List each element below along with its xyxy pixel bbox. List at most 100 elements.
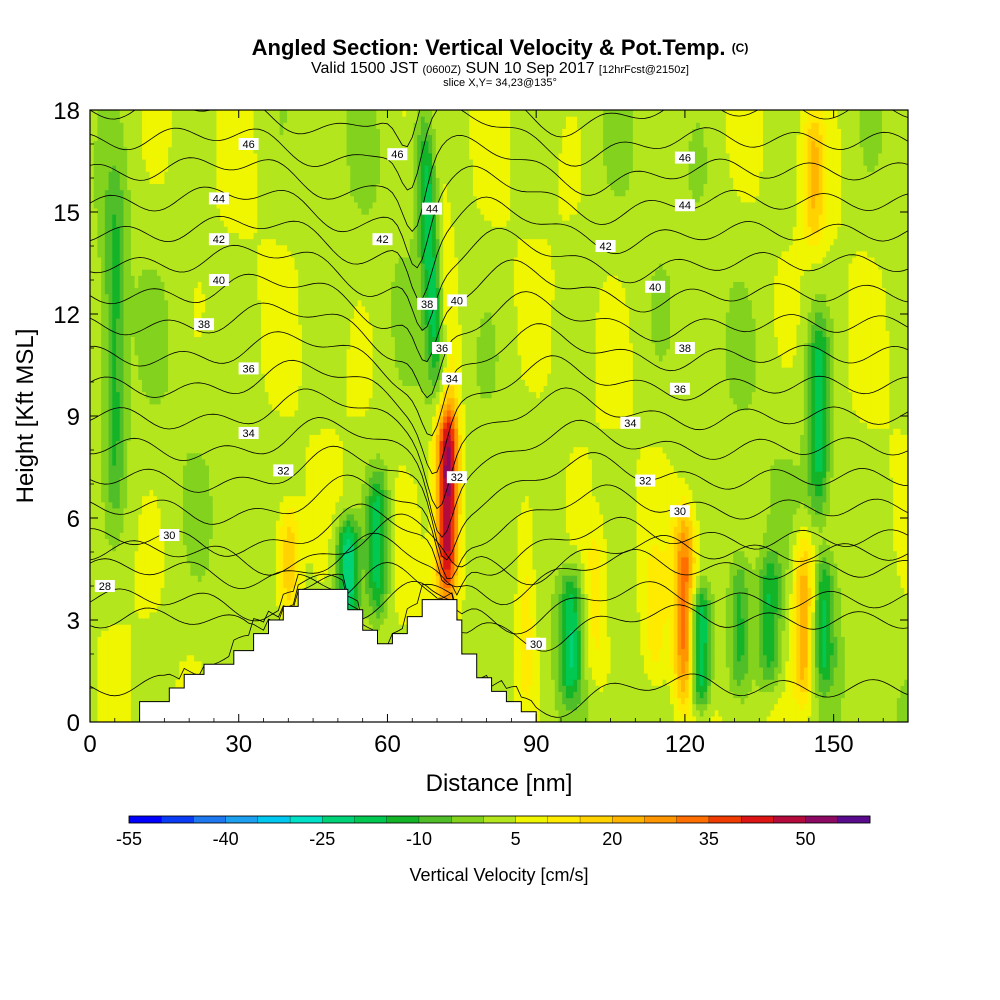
- velocity-cell: [149, 305, 154, 313]
- velocity-cell: [138, 581, 143, 588]
- velocity-cell: [90, 654, 95, 662]
- velocity-cell: [116, 422, 121, 429]
- velocity-cell: [130, 605, 136, 613]
- velocity-cell: [119, 391, 125, 399]
- velocity-cell: [168, 617, 173, 625]
- velocity-cell: [142, 311, 147, 319]
- velocity-cell: [97, 434, 102, 442]
- velocity-cell: [231, 593, 236, 601]
- velocity-cell: [149, 691, 154, 699]
- velocity-cell: [205, 569, 210, 576]
- velocity-cell: [123, 624, 128, 631]
- velocity-cell: [160, 391, 165, 399]
- velocity-cell: [227, 452, 232, 460]
- velocity-cell: [253, 324, 258, 331]
- velocity-cell: [134, 593, 139, 601]
- velocity-cell: [171, 336, 177, 344]
- velocity-cell: [246, 385, 251, 393]
- velocity-cell: [153, 171, 158, 178]
- velocity-cell: [175, 379, 180, 386]
- velocity-cell: [164, 226, 169, 233]
- velocity-cell: [238, 336, 244, 344]
- velocity-cell: [156, 416, 162, 423]
- velocity-cell: [145, 281, 151, 289]
- velocity-cell: [190, 513, 195, 521]
- velocity-cell: [97, 673, 102, 680]
- velocity-cell: [112, 648, 117, 656]
- velocity-cell: [194, 648, 199, 656]
- velocity-cell: [246, 116, 251, 123]
- velocity-cell: [134, 122, 139, 129]
- velocity-cell: [101, 446, 106, 454]
- velocity-cell: [253, 226, 258, 233]
- velocity-cell: [246, 232, 251, 240]
- velocity-cell: [90, 116, 95, 123]
- velocity-cell: [208, 464, 214, 472]
- velocity-cell: [101, 367, 106, 374]
- velocity-cell: [208, 416, 214, 423]
- velocity-cell: [268, 373, 273, 380]
- velocity-cell: [134, 403, 139, 411]
- velocity-cell: [179, 642, 184, 650]
- velocity-cell: [134, 152, 139, 160]
- velocity-cell: [97, 544, 102, 552]
- velocity-cell: [197, 409, 203, 417]
- velocity-cell: [227, 385, 232, 393]
- velocity-cell: [104, 214, 110, 221]
- velocity-cell: [235, 244, 240, 252]
- velocity-cell: [227, 354, 232, 362]
- velocity-cell: [153, 183, 158, 191]
- velocity-cell: [156, 397, 162, 405]
- velocity-cell: [231, 269, 236, 276]
- velocity-cell: [145, 550, 151, 558]
- velocity-cell: [116, 293, 121, 301]
- velocity-cell: [242, 617, 247, 625]
- velocity-cell: [97, 617, 102, 625]
- velocity-cell: [142, 593, 147, 601]
- velocity-cell: [145, 520, 151, 527]
- velocity-cell: [101, 416, 106, 423]
- velocity-cell: [242, 501, 247, 509]
- velocity-cell: [227, 183, 232, 191]
- velocity-cell: [171, 550, 177, 558]
- velocity-cell: [212, 269, 218, 276]
- velocity-cell: [197, 666, 203, 674]
- velocity-cell: [156, 648, 162, 656]
- velocity-cell: [156, 287, 162, 295]
- velocity-cell: [123, 373, 128, 380]
- velocity-cell: [220, 158, 225, 166]
- velocity-cell: [130, 397, 136, 405]
- velocity-cell: [231, 324, 236, 331]
- velocity-cell: [235, 152, 240, 160]
- velocity-cell: [108, 697, 113, 705]
- velocity-cell: [130, 220, 136, 227]
- velocity-cell: [182, 140, 188, 148]
- velocity-cell: [223, 630, 229, 637]
- velocity-cell: [264, 324, 270, 331]
- velocity-cell: [223, 140, 229, 148]
- velocity-cell: [156, 128, 162, 136]
- velocity-cell: [175, 281, 180, 289]
- velocity-cell: [223, 116, 229, 123]
- velocity-cell: [182, 256, 188, 264]
- velocity-cell: [231, 397, 236, 405]
- velocity-cell: [127, 177, 132, 185]
- velocity-cell: [235, 477, 240, 484]
- velocity-cell: [149, 624, 154, 631]
- velocity-cell: [268, 263, 273, 270]
- velocity-cell: [138, 232, 143, 240]
- velocity-cell: [93, 416, 99, 423]
- velocity-cell: [104, 373, 110, 380]
- velocity-cell: [272, 587, 277, 595]
- velocity-cell: [186, 483, 191, 491]
- velocity-cell: [145, 379, 151, 386]
- velocity-cell: [197, 189, 203, 197]
- velocity-cell: [238, 599, 244, 607]
- velocity-cell: [238, 611, 244, 619]
- velocity-cell: [182, 348, 188, 356]
- velocity-cell: [160, 593, 165, 601]
- velocity-cell: [153, 232, 158, 240]
- velocity-cell: [97, 397, 102, 405]
- velocity-cell: [149, 507, 154, 515]
- velocity-cell: [153, 544, 158, 552]
